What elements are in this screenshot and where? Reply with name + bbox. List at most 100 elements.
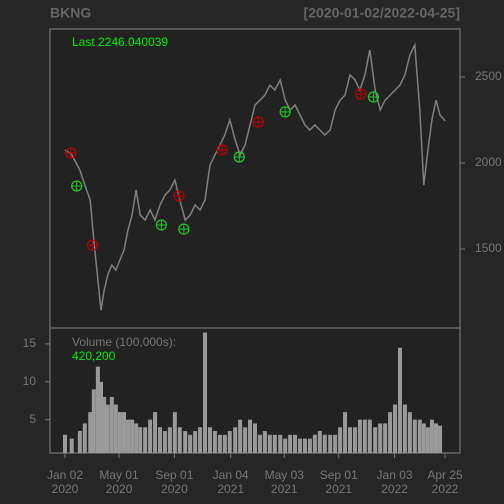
volume-bar xyxy=(388,412,393,453)
y-tick-label: 1500 xyxy=(475,241,502,255)
volume-bar xyxy=(378,423,383,453)
volume-bar xyxy=(109,396,114,453)
y2-tick-label: 10 xyxy=(23,374,37,388)
x-tick-label: 2021 xyxy=(271,482,298,496)
volume-bar xyxy=(312,434,317,453)
volume-bar xyxy=(367,419,372,453)
volume-bar xyxy=(402,404,407,453)
volume-bar xyxy=(102,396,107,453)
volume-bar xyxy=(162,431,167,453)
volume-bar xyxy=(362,419,367,453)
volume-bar xyxy=(91,389,96,453)
volume-bar xyxy=(207,427,212,453)
x-tick-label: Jan 02 xyxy=(47,468,83,482)
volume-bar xyxy=(153,412,158,453)
volume-bar xyxy=(233,427,238,453)
volume-bar xyxy=(257,434,262,453)
volume-bar xyxy=(248,419,253,453)
volume-bar xyxy=(227,431,232,453)
y2-tick-label: 15 xyxy=(23,336,37,350)
volume-bar xyxy=(278,434,283,453)
volume-label: Volume (100,000s): xyxy=(72,335,176,349)
x-tick-label: May 03 xyxy=(265,468,305,482)
volume-bar xyxy=(393,404,398,453)
volume-bar xyxy=(262,431,267,453)
volume-bar xyxy=(438,425,443,453)
volume-bar xyxy=(143,427,148,453)
volume-bar xyxy=(117,412,122,453)
volume-bar xyxy=(253,423,257,453)
x-tick-label: 2020 xyxy=(161,482,188,496)
volume-bar xyxy=(212,431,217,453)
volume-bar xyxy=(433,423,438,453)
volume-bar xyxy=(293,434,298,453)
volume-bar xyxy=(148,419,153,453)
volume-bar xyxy=(333,434,338,453)
x-tick-label: 2022 xyxy=(381,482,408,496)
volume-bar xyxy=(352,427,357,453)
y-tick-label: 2500 xyxy=(475,69,502,83)
volume-bar xyxy=(126,419,131,453)
volume-bar xyxy=(272,434,277,453)
volume-bar xyxy=(238,419,243,453)
y-tick-label: 2000 xyxy=(475,155,502,169)
x-tick-label: 2021 xyxy=(217,482,244,496)
volume-bar xyxy=(203,332,208,453)
volume-bar xyxy=(130,419,135,453)
volume-bar xyxy=(167,427,172,453)
volume-bar xyxy=(288,434,293,453)
volume-bar xyxy=(198,427,203,453)
price-line xyxy=(64,42,446,311)
volume-bar xyxy=(412,419,417,453)
volume-bar xyxy=(177,427,182,453)
x-tick-label: 2021 xyxy=(325,482,352,496)
volume-bar xyxy=(322,434,327,453)
volume-bar xyxy=(283,438,288,453)
volume-bar xyxy=(138,427,143,453)
volume-bar xyxy=(383,423,388,453)
volume-bar xyxy=(338,427,343,453)
volume-bar xyxy=(69,438,74,453)
volume-bar xyxy=(183,431,188,453)
volume-bar xyxy=(217,434,222,453)
volume-bar xyxy=(113,404,118,453)
volume-bar xyxy=(397,347,402,453)
volume-bar xyxy=(348,427,352,453)
x-tick-label: Jan 03 xyxy=(377,468,413,482)
last-price: Last 2246.040039 xyxy=(72,35,168,49)
volume-bar xyxy=(121,412,126,453)
volume-bar xyxy=(317,431,322,453)
x-tick-label: 2020 xyxy=(52,482,79,496)
volume-bar xyxy=(77,431,82,453)
plot-area xyxy=(49,28,461,454)
volume-bar xyxy=(222,434,227,453)
volume-bar xyxy=(373,427,378,453)
volume-bar xyxy=(95,366,100,453)
volume-bar xyxy=(343,412,348,453)
x-tick-label: 2020 xyxy=(106,482,133,496)
volume-last: 420,200 xyxy=(72,349,116,363)
volume-bar xyxy=(421,423,426,453)
volume-bar xyxy=(425,427,430,453)
volume-bar xyxy=(88,412,93,453)
x-tick-label: Jan 04 xyxy=(213,468,249,482)
volume-bar xyxy=(267,434,272,453)
volume-bar xyxy=(158,427,162,453)
volume-bar xyxy=(407,412,412,453)
volume-bar xyxy=(134,423,139,453)
volume-bar xyxy=(188,434,193,453)
volume-bar xyxy=(63,434,67,453)
volume-bar xyxy=(105,404,110,453)
volume-bar xyxy=(429,419,434,453)
chart-title: BKNG xyxy=(50,5,91,21)
volume-bar xyxy=(99,381,104,453)
x-tick-label: 2022 xyxy=(432,482,459,496)
x-tick-label: May 01 xyxy=(99,468,139,482)
volume-bar xyxy=(328,434,333,453)
volume-bar xyxy=(243,427,248,453)
x-tick-label: Sep 01 xyxy=(155,468,193,482)
volume-bar xyxy=(193,431,198,453)
volume-bar xyxy=(307,438,312,453)
